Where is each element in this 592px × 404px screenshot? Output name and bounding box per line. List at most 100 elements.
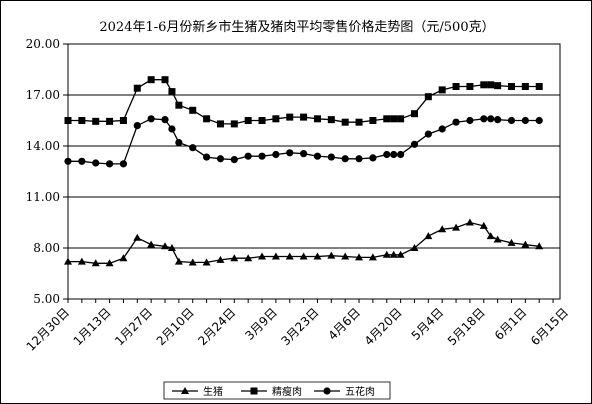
x-tick-label: 4月6日	[325, 305, 363, 343]
data-point	[77, 257, 86, 265]
data-point	[244, 152, 252, 160]
data-point	[424, 130, 432, 138]
data-point	[300, 150, 308, 158]
data-point	[230, 120, 238, 128]
data-point	[486, 232, 495, 240]
data-point	[410, 110, 418, 118]
data-point	[244, 254, 253, 262]
series-circle	[64, 115, 543, 168]
data-point	[133, 84, 141, 92]
data-point	[507, 116, 516, 125]
data-point	[174, 257, 183, 265]
series-square	[64, 76, 543, 128]
data-point	[272, 150, 280, 159]
x-tick-label: 5月4日	[409, 305, 447, 343]
data-point	[368, 253, 377, 261]
legend-label: 精瘦肉	[272, 385, 302, 398]
data-point	[452, 223, 461, 231]
data-point	[390, 150, 398, 159]
legend-label: 生猪	[203, 385, 223, 398]
data-point	[507, 238, 516, 246]
data-point	[272, 115, 280, 123]
y-tick-label: 8.00	[33, 241, 60, 255]
data-point	[507, 83, 515, 90]
data-point	[175, 139, 183, 147]
data-point	[168, 125, 176, 133]
data-point	[133, 122, 141, 130]
y-tick-label: 11.00	[26, 190, 60, 204]
y-tick-label: 17.00	[26, 88, 60, 102]
data-point	[480, 81, 488, 89]
data-point	[64, 257, 72, 265]
data-point	[216, 120, 224, 128]
series-triangle	[64, 218, 544, 267]
series-group	[64, 76, 544, 267]
data-point	[203, 115, 211, 123]
data-point	[452, 83, 460, 90]
legend-label: 五花肉	[345, 385, 375, 398]
data-point	[271, 252, 280, 260]
data-point	[216, 255, 225, 263]
data-point	[285, 252, 294, 260]
data-point	[355, 253, 364, 261]
data-point	[106, 117, 114, 125]
legend-marker	[181, 387, 189, 394]
data-point	[313, 152, 322, 160]
data-point	[202, 153, 211, 161]
data-point	[410, 244, 419, 251]
y-tick-label: 14.00	[26, 139, 60, 153]
data-point	[119, 117, 127, 124]
data-point	[390, 115, 398, 123]
data-point	[168, 88, 176, 96]
legend: 生猪 精瘦肉 五花肉	[163, 381, 391, 400]
data-point	[383, 115, 391, 123]
data-point	[175, 101, 183, 109]
x-tick-label: 3月23日	[279, 305, 322, 348]
data-point	[313, 115, 321, 123]
x-tick-label: 2月24日	[195, 305, 238, 348]
data-point	[369, 117, 377, 124]
data-point	[355, 155, 363, 163]
data-point	[258, 117, 266, 124]
data-point	[383, 150, 391, 159]
data-point	[133, 233, 142, 241]
y-tick-label: 20.00	[26, 37, 60, 51]
data-point	[466, 116, 474, 125]
data-point	[369, 154, 377, 162]
data-point	[286, 149, 294, 157]
data-point	[161, 76, 169, 84]
data-point	[78, 117, 86, 124]
data-point	[64, 157, 72, 165]
legend-box	[163, 381, 391, 400]
data-point	[189, 144, 197, 152]
data-point	[341, 155, 349, 163]
data-point	[487, 115, 495, 123]
data-point	[410, 140, 419, 148]
data-point	[91, 259, 100, 267]
data-point	[147, 76, 155, 84]
data-point	[355, 118, 363, 126]
data-point	[521, 240, 530, 248]
data-point	[105, 259, 114, 267]
data-point	[535, 242, 544, 250]
x-tick-label: 5月18日	[445, 305, 488, 348]
x-tick-label: 3月9日	[242, 305, 280, 343]
data-point	[487, 81, 495, 89]
x-tick-label: 12月30日	[24, 305, 72, 353]
data-point	[119, 160, 128, 168]
data-point	[313, 252, 322, 260]
x-tick-label: 2月10日	[154, 305, 197, 348]
data-point	[258, 252, 267, 260]
data-point	[188, 258, 197, 266]
data-point	[452, 118, 460, 126]
data-point	[397, 115, 405, 123]
data-point	[64, 117, 72, 124]
data-point	[105, 160, 114, 168]
data-point	[466, 83, 474, 90]
data-point	[494, 116, 502, 124]
data-point	[161, 116, 169, 124]
data-point	[286, 113, 294, 121]
data-point	[78, 157, 86, 165]
